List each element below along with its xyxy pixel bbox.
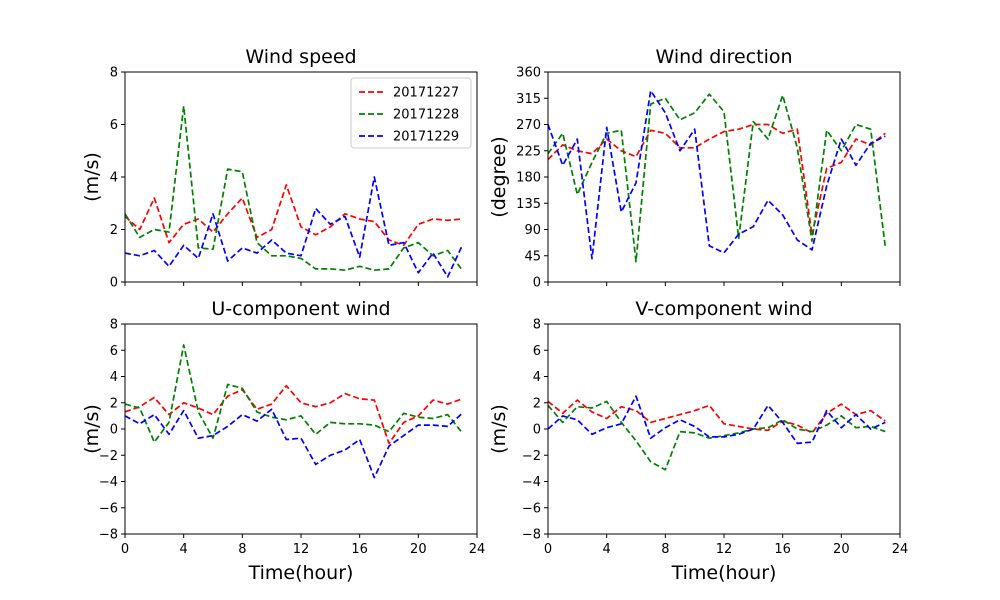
axes-frame — [124, 323, 478, 535]
legend-label: 20171228 — [393, 108, 459, 123]
x-tick-label: 24 — [469, 542, 486, 557]
y-tick-label: 225 — [516, 144, 541, 159]
x-tick-label: 8 — [238, 542, 246, 557]
x-tick-label: 20 — [833, 542, 850, 557]
x-tick-label: 20 — [410, 542, 427, 557]
series-line-s1 — [124, 384, 463, 445]
legend-box — [350, 77, 472, 149]
series-line-20171227 — [124, 184, 463, 247]
y-tick-label: −2 — [99, 449, 118, 464]
series-line-s2 — [547, 93, 887, 263]
series-line-s2 — [124, 344, 463, 443]
chart-title: U-component wind — [211, 298, 390, 320]
x-tick-label: 24 — [892, 542, 909, 557]
y-tick-label: 8 — [533, 318, 541, 333]
y-tick-label: 6 — [533, 344, 541, 359]
y-tick-label: 90 — [524, 223, 541, 238]
series-line-s1 — [547, 399, 886, 434]
y-tick-label: 135 — [516, 197, 541, 212]
series-line-20171228 — [124, 105, 463, 272]
x-tick-label: 0 — [544, 542, 552, 557]
y-tick-label: 180 — [516, 171, 541, 186]
y-tick-label: 0 — [533, 423, 541, 438]
y-axis-label: (m/s) — [81, 404, 103, 454]
y-tick-label: 360 — [516, 66, 541, 81]
y-tick-label: 2 — [110, 396, 118, 411]
y-axis-label: (degree) — [488, 136, 510, 217]
y-tick-label: 0 — [110, 423, 118, 438]
y-tick-label: −6 — [522, 501, 541, 516]
y-tick-label: 0 — [110, 276, 118, 291]
axes-frame — [547, 71, 901, 283]
wind-speed-chart: Wind speed02468(m/s)20171227201712282017… — [81, 46, 478, 291]
y-axis-label: (m/s) — [81, 152, 103, 202]
series-line-s3 — [547, 395, 886, 445]
x-axis-label: Time(hour) — [248, 562, 354, 584]
y-tick-label: 8 — [110, 66, 118, 81]
series-line-s1 — [547, 123, 886, 237]
y-tick-label: 4 — [110, 171, 118, 186]
y-tick-label: 6 — [110, 344, 118, 359]
y-tick-label: 315 — [516, 92, 541, 107]
x-tick-label: 12 — [293, 542, 310, 557]
y-tick-label: 4 — [110, 370, 118, 385]
x-tick-label: 4 — [180, 542, 188, 557]
legend-label: 20171227 — [393, 86, 459, 101]
y-tick-label: 0 — [533, 276, 541, 291]
y-tick-label: 6 — [110, 118, 118, 133]
y-tick-label: 8 — [110, 318, 118, 333]
x-tick-label: 0 — [121, 542, 129, 557]
y-tick-label: −8 — [99, 528, 118, 543]
y-tick-label: −2 — [522, 449, 541, 464]
legend: 20171227 20171228 20171229 — [350, 77, 472, 149]
x-axis-label: Time(hour) — [671, 562, 777, 584]
x-tick-label: 16 — [774, 542, 791, 557]
y-tick-label: 270 — [516, 118, 541, 133]
y-tick-label: −4 — [99, 475, 118, 490]
series-line-s2 — [547, 400, 886, 471]
y-tick-label: −4 — [522, 475, 541, 490]
y-tick-label: 2 — [533, 396, 541, 411]
legend-label: 20171229 — [393, 130, 459, 145]
axes-frame — [547, 323, 901, 535]
series-line-s3 — [124, 408, 463, 479]
y-tick-label: 2 — [110, 223, 118, 238]
chart-title: Wind speed — [245, 46, 356, 68]
chart-title: V-component wind — [635, 298, 812, 320]
x-tick-label: 4 — [603, 542, 611, 557]
series-line-20171229 — [124, 176, 464, 278]
wind-direction-chart: Wind direction 0 45 90 135 180 225 270 315 360 (de… — [488, 46, 901, 291]
y-tick-label: −6 — [99, 501, 118, 516]
chart-title: Wind direction — [655, 46, 792, 68]
y-tick-label: 45 — [524, 249, 541, 264]
x-tick-label: 8 — [661, 542, 669, 557]
y-tick-label: −8 — [522, 528, 541, 543]
y-tick-label: 4 — [533, 370, 541, 385]
series-line-s3 — [547, 89, 886, 260]
y-axis-label: (m/s) — [488, 404, 510, 454]
x-tick-label: 16 — [351, 542, 368, 557]
x-tick-label: 12 — [716, 542, 733, 557]
